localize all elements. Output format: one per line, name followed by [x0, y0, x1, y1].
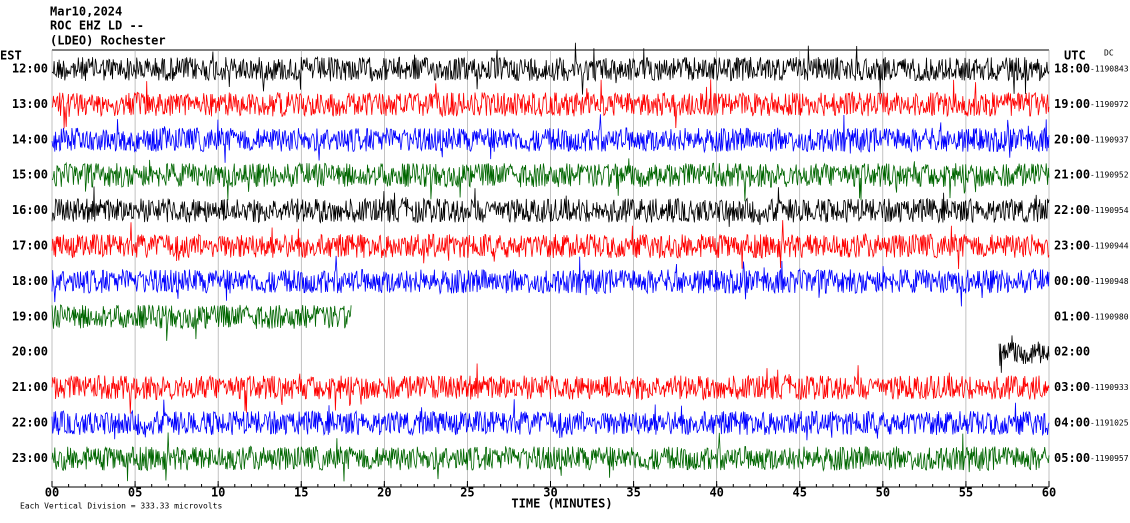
right-time-label: 04:00 [1054, 416, 1090, 430]
right-time-label: 21:00 [1054, 168, 1090, 182]
x-tick-label: 60 [1042, 486, 1056, 500]
trace [51, 304, 352, 341]
title-line: ROC EHZ LD -- [50, 19, 144, 33]
dc-offset-label: -1190948 [1090, 277, 1129, 286]
dc-offset-label: -1190952 [1090, 171, 1129, 180]
left-zone: EST [0, 49, 22, 63]
left-time-label: 17:00 [12, 239, 48, 253]
trace [51, 186, 1050, 227]
left-time-label: 22:00 [12, 416, 48, 430]
right-time-label: 20:00 [1054, 132, 1090, 146]
right-time-label: 19:00 [1054, 97, 1090, 111]
right-time-label: 18:00 [1054, 62, 1090, 76]
trace [51, 399, 1050, 441]
dc-offset-label: -1190944 [1090, 242, 1129, 251]
x-tick-label: 25 [460, 486, 474, 500]
x-tick-label: 05 [128, 486, 142, 500]
footnote: Each Vertical Division = 333.33 microvol… [20, 502, 222, 511]
trace [51, 363, 1050, 414]
dc-offset-label: -1190954 [1090, 206, 1129, 215]
trace [51, 114, 1050, 163]
right-time-label: 01:00 [1054, 309, 1090, 323]
x-tick-label: 15 [294, 486, 308, 500]
dc-offset-label: -1190843 [1090, 65, 1129, 74]
x-axis-label: TIME (MINUTES) [511, 497, 612, 511]
right-time-label: 00:00 [1054, 274, 1090, 288]
left-time-label: 12:00 [12, 62, 48, 76]
dc-offset-label: -1190972 [1090, 100, 1129, 109]
dc-offset-label: -1190933 [1090, 383, 1129, 392]
x-tick-label: 00 [45, 486, 59, 500]
x-tick-label: 45 [793, 486, 807, 500]
left-time-label: 18:00 [12, 274, 48, 288]
x-tick-label: 50 [876, 486, 890, 500]
x-tick-label: 10 [211, 486, 225, 500]
trace [51, 255, 1050, 307]
dc-offset-label: -1191025 [1090, 419, 1129, 428]
dc-offset-label: -1190980 [1090, 312, 1129, 321]
left-time-label: 20:00 [12, 345, 48, 359]
left-time-label: 21:00 [12, 380, 48, 394]
trace [51, 432, 1050, 482]
right-time-label: 05:00 [1054, 451, 1090, 465]
x-tick-label: 30 [543, 486, 557, 500]
x-tick-label: 55 [959, 486, 973, 500]
trace [51, 42, 1050, 95]
dc-offset-label: -1190937 [1090, 135, 1129, 144]
x-tick-label: 20 [377, 486, 391, 500]
trace [998, 335, 1050, 373]
left-time-label: 15:00 [12, 168, 48, 182]
trace [51, 158, 1050, 202]
right-time-label: 02:00 [1054, 345, 1090, 359]
right-zone: UTC [1064, 49, 1086, 63]
trace [51, 79, 1050, 129]
dc-heading: DC [1104, 49, 1114, 58]
x-tick-label: 35 [626, 486, 640, 500]
left-time-label: 16:00 [12, 203, 48, 217]
x-tick-label: 40 [709, 486, 723, 500]
right-time-label: 22:00 [1054, 203, 1090, 217]
title-line: Mar10,2024 [50, 5, 122, 19]
left-time-label: 23:00 [12, 451, 48, 465]
left-time-label: 19:00 [12, 309, 48, 323]
right-time-label: 03:00 [1054, 380, 1090, 394]
title-line: (LDEO) Rochester [50, 34, 166, 48]
trace [51, 220, 1050, 270]
left-time-label: 14:00 [12, 132, 48, 146]
dc-offset-label: -1190957 [1090, 454, 1129, 463]
right-time-label: 23:00 [1054, 239, 1090, 253]
left-time-label: 13:00 [12, 97, 48, 111]
